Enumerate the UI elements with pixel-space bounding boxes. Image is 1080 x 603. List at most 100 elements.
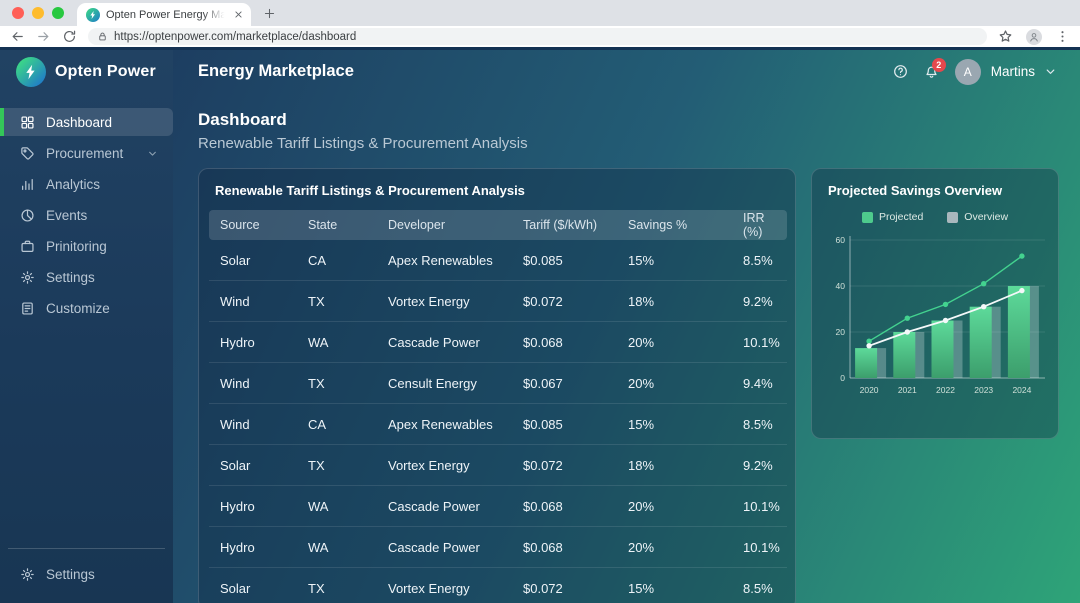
cell: 9.2%: [732, 280, 787, 322]
app-window: Opten Power Dashboard Procurement Analytic…: [0, 47, 1080, 603]
table-row[interactable]: Hydro WA Cascade Power $0.068 20% 10.1%: [209, 485, 787, 527]
savings-card: Projected Savings Overview Projected Over…: [811, 168, 1059, 439]
table-row[interactable]: Solar CA Apex Renewables $0.085 15% 8.5%: [209, 240, 787, 281]
cell: Hydro: [209, 485, 297, 527]
browser-menu-icon[interactable]: [1055, 29, 1070, 44]
avatar[interactable]: A: [954, 58, 981, 85]
column-header: Tariff ($/kWh): [512, 210, 617, 240]
site-favicon-icon: [86, 7, 100, 22]
user-name: Martins: [990, 64, 1035, 79]
browser-tab[interactable]: Opten Power Energy Marketp: [77, 3, 251, 26]
cell: Cascade Power: [377, 526, 512, 568]
window-minimize-button[interactable]: [32, 7, 44, 19]
cell: 20%: [617, 485, 732, 527]
cell: 20%: [617, 321, 732, 363]
sidebar-item-analytics[interactable]: Analytics: [0, 170, 173, 198]
cell: WA: [297, 526, 377, 568]
cell: $0.068: [512, 526, 617, 568]
address-bar-row: https://optenpower.com/marketplace/dashb…: [0, 26, 1080, 47]
cell: $0.072: [512, 567, 617, 603]
cell: 15%: [617, 240, 732, 281]
page-subtitle: Renewable Tariff Listings & Procurement …: [198, 135, 528, 152]
svg-text:0: 0: [840, 373, 845, 383]
line-series-projected: [866, 253, 1025, 344]
url-field[interactable]: https://optenpower.com/marketplace/dashb…: [88, 28, 987, 45]
forward-icon[interactable]: [36, 29, 51, 44]
table-row[interactable]: Solar TX Vortex Energy $0.072 18% 9.2%: [209, 444, 787, 486]
chevron-down-icon[interactable]: [146, 147, 159, 160]
cell: Solar: [209, 240, 297, 281]
gear-icon: [20, 567, 35, 582]
cell: Vortex Energy: [377, 280, 512, 322]
new-tab-icon[interactable]: [263, 7, 276, 20]
table-row[interactable]: Solar TX Vortex Energy $0.072 15% 8.5%: [209, 567, 787, 603]
tag-icon: [20, 146, 35, 161]
window-controls: [0, 0, 77, 26]
content: Dashboard Renewable Tariff Listings & Pr…: [173, 93, 1080, 603]
cell: WA: [297, 321, 377, 363]
top-bar: Energy Marketplace 2 A Martins: [173, 50, 1080, 93]
cell: 15%: [617, 567, 732, 603]
gear-icon: [20, 270, 35, 285]
cell: Vortex Energy: [377, 444, 512, 486]
listings-card-title: Renewable Tariff Listings & Procurement …: [215, 183, 525, 198]
table-row[interactable]: Hydro WA Cascade Power $0.068 20% 10.1%: [209, 321, 787, 363]
sidebar-item-dashboard[interactable]: Dashboard: [0, 108, 173, 136]
back-icon[interactable]: [10, 29, 25, 44]
chart-area: 0 20 40 60 2020 2021 2022 2023 2024: [812, 230, 1058, 402]
cell: 10.1%: [732, 321, 787, 363]
sidebar-item-settings[interactable]: Settings: [0, 263, 173, 291]
sidebar-footer-settings[interactable]: Settings: [0, 560, 173, 588]
browser-chrome: Opten Power Energy Marketp https://opten…: [0, 0, 1080, 47]
help-icon[interactable]: [893, 64, 908, 79]
user-menu-chevron-icon[interactable]: [1043, 64, 1058, 79]
bookmark-star-icon[interactable]: [998, 29, 1013, 44]
svg-text:2022: 2022: [936, 385, 955, 395]
window-zoom-button[interactable]: [52, 7, 64, 19]
sidebar: Opten Power Dashboard Procurement Analytic…: [0, 50, 173, 603]
svg-text:20: 20: [836, 327, 846, 337]
cell: 8.5%: [732, 240, 787, 281]
column-header: State: [297, 210, 377, 240]
svg-text:2020: 2020: [860, 385, 879, 395]
tab-close-icon[interactable]: [233, 9, 244, 20]
sidebar-divider: [8, 548, 165, 549]
browser-profile-icon[interactable]: [1026, 28, 1042, 45]
sidebar-item-customize[interactable]: Customize: [0, 294, 173, 322]
sidebar-item-label: Prinitoring: [46, 238, 107, 254]
reload-icon[interactable]: [62, 29, 77, 44]
notification-badge: 2: [931, 58, 946, 72]
app-title: Energy Marketplace: [198, 62, 354, 80]
cell: Solar: [209, 444, 297, 486]
bar-chart-icon: [20, 177, 35, 192]
cell: $0.067: [512, 362, 617, 404]
legend-swatch: [947, 211, 959, 223]
table-row[interactable]: Wind CA Apex Renewables $0.085 15% 8.5%: [209, 403, 787, 445]
window-close-button[interactable]: [12, 7, 24, 19]
cell: Wind: [209, 280, 297, 322]
sidebar-item-events[interactable]: Events: [0, 201, 173, 229]
table-row[interactable]: Wind TX Vortex Energy $0.072 18% 9.2%: [209, 280, 787, 322]
cell: TX: [297, 567, 377, 603]
cell: 18%: [617, 280, 732, 322]
sidebar-item-prinitoring[interactable]: Prinitoring: [0, 232, 173, 260]
cell: 8.5%: [732, 403, 787, 445]
cell: Hydro: [209, 526, 297, 568]
cell: $0.072: [512, 444, 617, 486]
brand: Opten Power: [0, 50, 173, 93]
cell: TX: [297, 444, 377, 486]
sidebar-footer: Settings: [0, 548, 173, 603]
cell: 15%: [617, 403, 732, 445]
notifications-button[interactable]: 2: [924, 58, 946, 79]
table-row[interactable]: Wind TX Censult Energy $0.067 20% 9.4%: [209, 362, 787, 404]
cell: $0.068: [512, 485, 617, 527]
cell: Censult Energy: [377, 362, 512, 404]
table-row[interactable]: Hydro WA Cascade Power $0.068 20% 10.1%: [209, 526, 787, 568]
briefcase-icon: [20, 239, 35, 254]
cell: Apex Renewables: [377, 240, 512, 281]
page-head: Dashboard Renewable Tariff Listings & Pr…: [198, 110, 1058, 152]
sidebar-item-procurement[interactable]: Procurement: [0, 139, 173, 167]
svg-text:2023: 2023: [974, 385, 993, 395]
top-actions: 2 A Martins: [893, 58, 1058, 85]
cell: Wind: [209, 362, 297, 404]
